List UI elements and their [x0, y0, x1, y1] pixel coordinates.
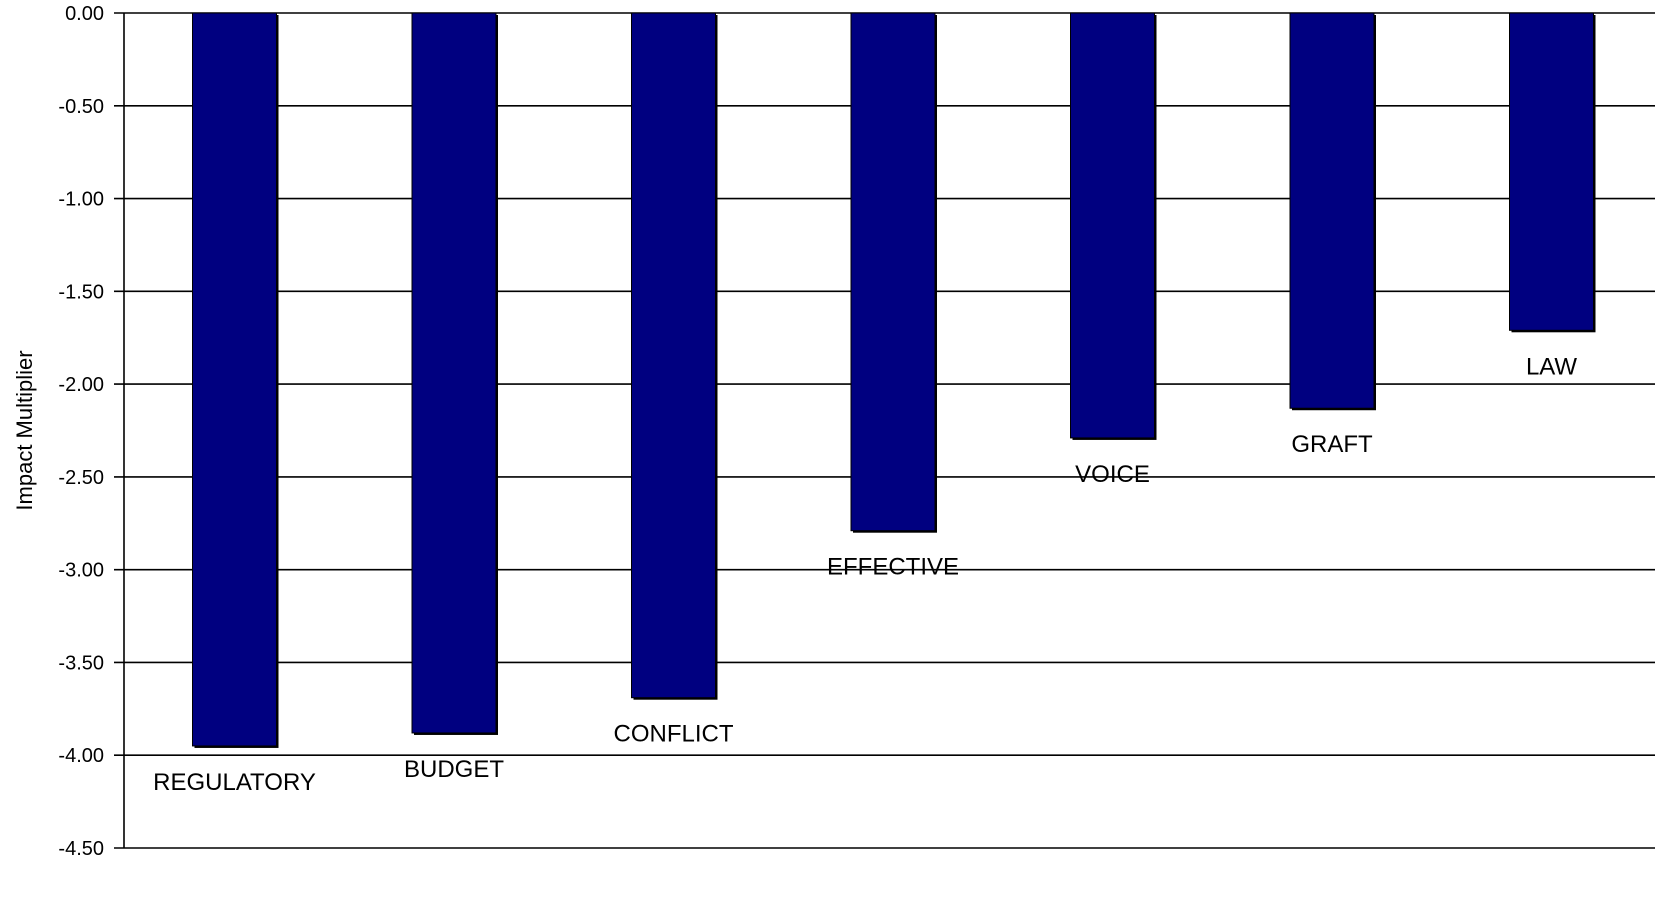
y-tick-label: -2.50	[58, 467, 104, 489]
y-tick-label: -3.00	[58, 560, 104, 582]
category-label: VOICE	[1075, 461, 1150, 488]
bar-graft	[1289, 12, 1375, 409]
bar-law	[1509, 12, 1594, 331]
bar-regulatory	[192, 12, 277, 747]
y-tick-label: -4.50	[58, 838, 104, 860]
bars	[192, 12, 1596, 748]
y-tick-label: -4.00	[58, 745, 104, 767]
category-label: GRAFT	[1291, 431, 1373, 458]
y-tick-label: -0.50	[58, 96, 104, 118]
bar-effective	[850, 12, 936, 532]
y-tick-label: -1.50	[58, 281, 104, 303]
bar-voice	[1070, 12, 1155, 439]
bar-conflict	[631, 12, 716, 699]
category-label: LAW	[1526, 353, 1577, 380]
y-tick-label: -1.00	[58, 189, 104, 211]
y-tick-label: -2.00	[58, 374, 104, 396]
category-label: BUDGET	[404, 756, 504, 783]
bar-budget	[411, 12, 497, 734]
category-label: EFFECTIVE	[827, 554, 959, 581]
y-tick-labels: 0.00 -0.50 -1.00 -1.50 -2.00 -2.50 -3.00 -3.50 -…	[58, 3, 104, 860]
category-labels: REGULATORY BUDGET CONFLICT EFFECTIVE VOICE GR…	[153, 353, 1577, 796]
y-tick-label: 0.00	[65, 3, 104, 25]
y-tick-label: -3.50	[58, 652, 104, 674]
y-axis-title: Impact Multiplier	[12, 350, 37, 510]
category-label: CONFLICT	[614, 721, 734, 748]
category-label: REGULATORY	[153, 769, 316, 796]
